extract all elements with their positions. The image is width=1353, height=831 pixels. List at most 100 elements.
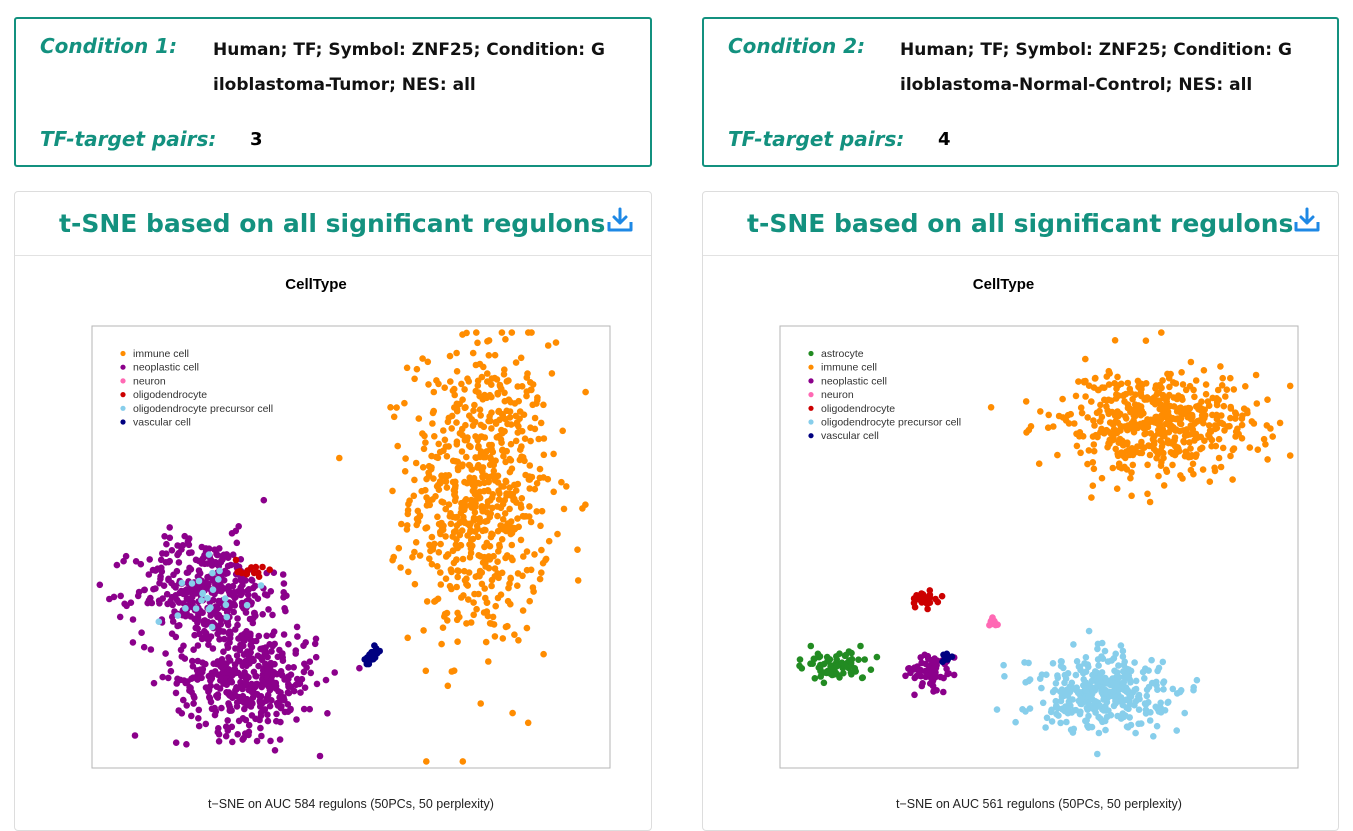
legend-marker xyxy=(120,405,126,411)
data-point xyxy=(1165,428,1173,436)
data-point xyxy=(499,516,507,523)
data-point xyxy=(218,628,225,635)
data-point xyxy=(258,683,265,691)
data-point xyxy=(459,396,466,403)
data-point xyxy=(145,571,153,578)
data-point xyxy=(243,628,250,635)
data-point xyxy=(1242,383,1249,390)
data-point xyxy=(1193,676,1201,684)
data-point xyxy=(1221,427,1228,434)
data-point xyxy=(454,638,461,645)
data-point xyxy=(186,564,193,572)
data-point xyxy=(232,556,240,564)
data-point xyxy=(507,421,515,428)
data-point xyxy=(368,648,375,656)
data-point xyxy=(1227,452,1234,460)
data-point xyxy=(395,544,403,552)
data-point xyxy=(208,623,216,631)
data-point xyxy=(394,442,402,450)
data-point xyxy=(390,413,398,421)
data-point xyxy=(131,732,139,739)
data-point xyxy=(1070,707,1078,714)
data-point xyxy=(511,631,518,638)
data-point xyxy=(423,494,430,501)
data-point xyxy=(190,646,197,653)
data-point xyxy=(993,706,1001,713)
data-point xyxy=(498,536,506,543)
data-point xyxy=(250,668,258,676)
data-point xyxy=(446,513,454,520)
data-point xyxy=(1169,461,1176,469)
data-point xyxy=(484,502,491,510)
data-point xyxy=(120,557,127,565)
data-point xyxy=(538,569,545,576)
data-point xyxy=(452,482,459,489)
data-point xyxy=(1105,381,1113,388)
data-point xyxy=(491,633,499,640)
data-point xyxy=(434,454,442,462)
data-point xyxy=(134,592,142,600)
data-point xyxy=(281,708,289,716)
data-point xyxy=(245,698,252,706)
data-point xyxy=(1055,412,1063,420)
data-point xyxy=(507,554,515,562)
data-point xyxy=(1159,658,1167,666)
data-point xyxy=(1146,717,1154,724)
download-icon[interactable] xyxy=(606,206,634,234)
data-point xyxy=(500,523,508,531)
data-point xyxy=(841,662,849,669)
data-point xyxy=(498,385,505,393)
data-point xyxy=(873,653,881,661)
data-point xyxy=(468,504,476,511)
data-point xyxy=(1166,383,1173,391)
data-point xyxy=(476,360,484,368)
data-point xyxy=(512,412,520,420)
data-point xyxy=(490,467,498,475)
panel-title: t-SNE based on all significant regulons xyxy=(747,209,1294,238)
data-point xyxy=(183,702,190,709)
data-point xyxy=(907,669,914,677)
data-point xyxy=(926,599,934,606)
data-point xyxy=(435,380,442,388)
download-icon[interactable] xyxy=(1293,206,1321,234)
data-point xyxy=(1286,382,1294,390)
data-point xyxy=(440,427,447,434)
data-point xyxy=(1118,449,1125,456)
data-point xyxy=(446,352,454,360)
data-point xyxy=(1120,678,1128,686)
data-point xyxy=(1134,377,1142,385)
data-point xyxy=(483,599,491,606)
legend-marker xyxy=(808,378,814,384)
data-point xyxy=(1112,698,1120,705)
data-point xyxy=(232,645,239,652)
data-point xyxy=(867,666,875,673)
condition-1-text: Human; TF; Symbol: ZNF25; Condition: Gil… xyxy=(213,40,605,95)
data-point xyxy=(474,572,482,579)
data-point xyxy=(1172,380,1180,387)
data-point xyxy=(253,690,261,698)
data-point xyxy=(1202,390,1210,398)
data-point xyxy=(485,352,493,359)
data-point xyxy=(1158,329,1165,336)
data-point xyxy=(185,541,193,549)
data-point xyxy=(1190,686,1197,694)
tsne-panel-2: t-SNE based on all significant regulons … xyxy=(702,191,1339,831)
chart-title: CellType xyxy=(285,276,346,293)
data-point xyxy=(505,584,512,592)
data-point xyxy=(283,592,290,599)
data-point xyxy=(1206,427,1214,434)
data-point xyxy=(490,552,497,560)
legend-label: neoplastic cell xyxy=(133,362,199,374)
data-point xyxy=(579,505,586,512)
data-point xyxy=(208,705,216,713)
data-point xyxy=(221,595,229,602)
data-point xyxy=(1211,467,1219,475)
data-point xyxy=(273,699,281,707)
data-point xyxy=(170,582,178,590)
data-point xyxy=(428,533,436,541)
data-point xyxy=(842,651,850,659)
data-point xyxy=(123,602,130,610)
data-point xyxy=(172,689,180,697)
data-point xyxy=(437,530,444,538)
data-point xyxy=(1135,706,1143,713)
